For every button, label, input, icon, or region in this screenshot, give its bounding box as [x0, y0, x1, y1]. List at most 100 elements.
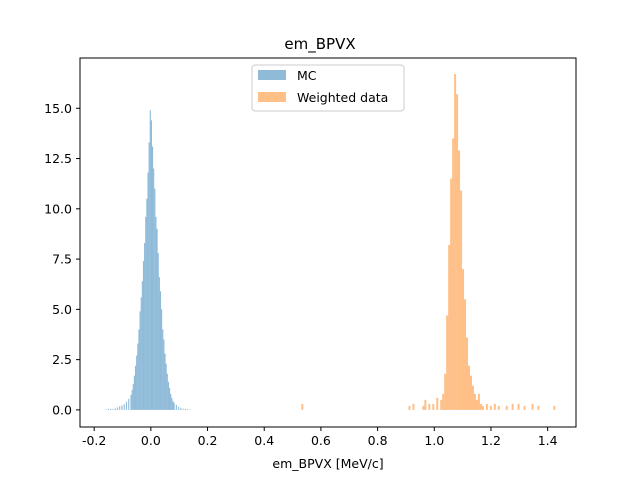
histogram-bar — [442, 393, 445, 410]
histogram-bar — [175, 404, 177, 410]
x-axis: -0.2 0.0 0.2 0.4 0.6 0.8 1.0 1.2 1.4 — [82, 427, 558, 448]
x-axis-label: em_BPVX [MeV/c] — [272, 456, 383, 471]
histogram-bar — [553, 405, 556, 410]
histogram-bar — [131, 389, 133, 410]
histogram-bar — [432, 403, 435, 410]
histogram-bar — [140, 297, 142, 410]
histogram-bar — [112, 408, 114, 410]
y-tick-label: 2.5 — [52, 352, 72, 367]
x-tick-label: 0.2 — [198, 433, 218, 448]
x-tick-label: 1.4 — [538, 433, 558, 448]
histogram-bar — [139, 311, 141, 410]
histogram-bar — [301, 403, 304, 410]
y-tick-label: 0.0 — [52, 402, 72, 417]
histogram-bar — [158, 277, 160, 410]
legend-label-mc: MC — [297, 68, 317, 83]
histogram-bar — [436, 397, 439, 410]
histogram-bar — [166, 373, 168, 410]
histogram-bar — [444, 373, 447, 410]
histogram-bar — [114, 408, 116, 410]
histogram-bar — [477, 393, 480, 410]
x-tick-label: -0.2 — [82, 433, 106, 448]
histogram-bar — [128, 398, 130, 410]
histogram-bar — [153, 168, 155, 410]
histogram-bar — [119, 406, 121, 410]
x-tick-label: 0.6 — [311, 433, 331, 448]
histogram-bar — [133, 375, 135, 410]
histogram-bar — [450, 178, 453, 410]
histogram-bar — [150, 120, 152, 410]
histogram-bar — [460, 190, 463, 410]
histogram-bar — [485, 403, 488, 410]
histogram-bar — [470, 375, 472, 410]
histogram-bar — [517, 403, 520, 410]
histogram-bar — [169, 387, 171, 410]
histogram-bar — [412, 403, 415, 410]
histogram-bar — [105, 409, 107, 410]
y-tick-label: 5.0 — [52, 302, 72, 317]
histogram-bar — [162, 329, 164, 410]
histogram-bar — [130, 394, 132, 410]
histogram-bar — [182, 408, 184, 410]
histogram-bar — [497, 405, 500, 410]
histogram-bar — [189, 409, 191, 410]
histogram-bar — [116, 407, 118, 410]
histogram-bar — [481, 405, 484, 410]
x-tick-label: 0.0 — [141, 433, 161, 448]
histogram-bar — [408, 405, 411, 410]
x-tick-label: 0.4 — [254, 433, 274, 448]
y-tick-label: 15.0 — [44, 101, 72, 116]
legend-swatch-weighted-data — [258, 92, 286, 102]
histogram-bar — [138, 329, 140, 410]
histogram-bar — [146, 198, 148, 410]
histogram-bar — [137, 343, 139, 410]
histogram-bar — [493, 403, 496, 410]
histogram-bar — [537, 405, 540, 410]
histogram-bar — [110, 408, 112, 410]
histogram-bar — [187, 409, 189, 410]
histogram-bar — [148, 142, 150, 410]
x-tick-label: 1.2 — [481, 433, 501, 448]
histogram-bar — [145, 216, 147, 410]
histogram-bar — [446, 315, 449, 410]
histogram-bar — [471, 385, 474, 410]
series-mc — [105, 110, 191, 410]
histogram-bar — [170, 393, 172, 410]
histogram-bar — [173, 402, 175, 410]
histogram-bar — [157, 253, 159, 410]
histogram-bar — [156, 228, 158, 410]
histogram-bar — [142, 261, 145, 410]
histogram-bar — [141, 281, 143, 410]
histogram-bar — [161, 309, 163, 410]
legend-box — [251, 64, 405, 112]
histogram-bar — [163, 339, 165, 410]
chart-title: em_BPVX — [284, 35, 355, 54]
histogram-bar — [167, 381, 169, 410]
x-tick-label: 0.8 — [368, 433, 388, 448]
histogram-bar — [452, 138, 455, 410]
histogram-bar — [422, 405, 425, 410]
histogram-bar — [475, 399, 478, 410]
histogram-bar — [458, 150, 461, 410]
y-tick-label: 7.5 — [52, 252, 72, 267]
histogram-bar — [178, 406, 180, 410]
histogram-bar — [134, 365, 137, 410]
histogram-bar — [466, 337, 469, 410]
histogram-bar — [468, 365, 470, 410]
histogram-bar — [136, 355, 138, 410]
histogram-bar — [172, 400, 174, 410]
bars-layer — [105, 74, 556, 410]
histogram-bar — [144, 243, 146, 410]
histogram-bar — [184, 408, 186, 410]
plot-frame — [79, 57, 577, 428]
histogram-bar — [107, 408, 109, 410]
histogram-bar — [454, 74, 457, 410]
x-tick-label: 1.0 — [424, 433, 444, 448]
histogram-bar — [123, 404, 125, 410]
histogram-bar — [121, 405, 123, 410]
legend-label-weighted-data: Weighted data — [297, 90, 388, 105]
histogram-bar — [180, 407, 182, 410]
histogram-bar — [132, 383, 134, 410]
histogram-bar — [428, 403, 431, 410]
